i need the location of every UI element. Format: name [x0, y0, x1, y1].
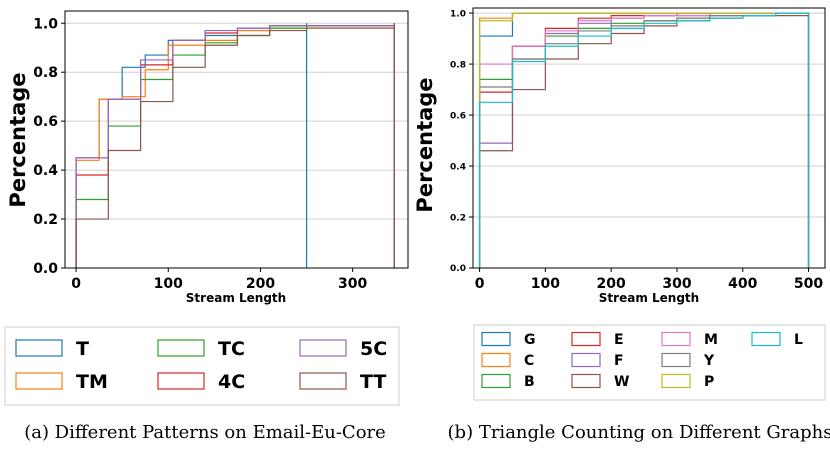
panel-b-series-y: [478, 12, 810, 268]
panel-a-y-tick-label: 0.0: [33, 261, 58, 277]
panel-b-series-e: [478, 12, 810, 268]
panel-a-series-t: [75, 23, 308, 268]
panel-b-y-axis-label: Percentage: [413, 77, 437, 212]
panel-b-legend-swatch-e: [571, 331, 601, 347]
panel-b-y-ticks: 0.0 0.2 0.4 0.6 0.8 1.0: [450, 9, 473, 274]
panel-b-legend-label: L: [794, 332, 803, 348]
panel-a-x-tick-label: 200: [246, 276, 275, 292]
panel-b-series-c: [478, 12, 810, 268]
panel-b-legend-label: C: [524, 353, 534, 369]
panel-b-x-tick-label: 500: [794, 276, 823, 292]
panel-b-caption: (b) Triangle Counting on Different Graph…: [448, 422, 830, 443]
panel-a-legend-label: TM: [76, 371, 108, 393]
panel-b-legend-swatch-y: [661, 352, 691, 368]
panel-b-series-l: [478, 12, 810, 268]
panel-a-legend-swatch-tm: [15, 372, 63, 390]
panel-a-y-tick-label: 0.8: [33, 65, 58, 81]
panel-b-grid: [473, 12, 825, 269]
panel-a-y-ticks: 0.0 0.2 0.4 0.6 0.8 1.0: [33, 16, 65, 277]
panel-b: 0.0 0.2 0.4 0.6 0.8 1.0 0 100 200 300 400 500 Perc…: [413, 7, 830, 443]
panel-b-legend-swatch-c: [481, 352, 511, 368]
panel-a-x-ticks: 0 100 200 300: [71, 268, 368, 292]
panel-a-legend-swatch-4c: [157, 372, 205, 390]
panel-a-legend-label: 5C: [360, 338, 387, 360]
panel-a-y-tick-label: 0.2: [33, 212, 58, 228]
panel-a-series: [75, 23, 395, 268]
panel-b-legend-label: E: [614, 332, 624, 348]
panel-b-legend-swatch-b: [481, 373, 511, 389]
panel-b-legend-swatch-g: [481, 331, 511, 347]
panel-a-grid: [65, 22, 408, 269]
panel-a-axes-frame: [64, 10, 409, 269]
panel-b-series-g: [478, 12, 810, 268]
panel-a-series-5c: [75, 23, 395, 268]
panel-b-series-b: [478, 12, 810, 268]
panel-b-y-tick-label: 0.2: [450, 213, 466, 223]
panel-a-y-axis-label: Percentage: [6, 72, 30, 207]
panel-a-series-tt: [75, 23, 395, 268]
panel-b-legend-swatch-m: [661, 331, 691, 347]
panel-a-y-tick-label: 1.0: [33, 16, 58, 32]
panel-b-legend-label: M: [704, 332, 718, 348]
panel-a-x-axis-label: Stream Length: [186, 291, 286, 305]
panel-a-legend-swatch-tc: [157, 339, 205, 357]
panel-a-series-tc: [75, 23, 395, 268]
panel-b-x-ticks: 0 100 200 300 400 500: [475, 268, 823, 292]
panel-b-x-tick-label: 100: [531, 276, 560, 292]
panel-a-legend-box: [4, 326, 400, 406]
panel-a-series-4c: [75, 23, 395, 268]
panel-a-legend-label: 4C: [218, 371, 245, 393]
panel-a-y-tick-label: 0.6: [33, 114, 58, 130]
panel-b-legend-label: G: [524, 332, 536, 348]
panel-b-x-tick-label: 0: [475, 276, 485, 292]
panel-b-series-f: [478, 12, 810, 268]
panel-b-legend-label: P: [704, 374, 714, 390]
panel-a-y-tick-label: 0.4: [33, 163, 58, 179]
panel-a-legend: T TM TC 4C 5C TT: [4, 326, 400, 406]
panel-b-legend-label: Y: [703, 353, 715, 369]
panel-b-legend-swatch-w: [571, 373, 601, 389]
panel-b-legend-swatch-p: [661, 373, 691, 389]
panel-a-x-tick-label: 0: [71, 276, 81, 292]
panel-b-legend-swatch-f: [571, 352, 601, 368]
panel-b-series-m: [478, 12, 810, 268]
panel-b-y-tick-label: 0.4: [450, 162, 466, 172]
panel-a-x-tick-label: 300: [338, 276, 367, 292]
panel-b-series-p: [478, 12, 810, 268]
panel-b-y-tick-label: 1.0: [450, 9, 466, 19]
panel-a-caption: (a) Different Patterns on Email-Eu-Core: [24, 422, 386, 443]
panel-b-series: [478, 12, 810, 268]
panel-b-y-tick-label: 0.0: [450, 264, 466, 274]
panel-a-legend-swatch-t: [15, 339, 63, 357]
panel-a-x-tick-label: 100: [154, 276, 183, 292]
panel-b-x-tick-label: 300: [662, 276, 691, 292]
panel-b-legend-label: W: [614, 374, 629, 390]
panel-b-y-tick-label: 0.6: [450, 111, 466, 121]
panel-a: 0.0 0.2 0.4 0.6 0.8 1.0 0 100 200 300 Percentage…: [4, 10, 409, 443]
panel-b-legend-box: [473, 324, 826, 401]
panel-a-legend-swatch-5c: [299, 339, 347, 357]
panel-b-legend-label: B: [524, 374, 535, 390]
panel-b-legend: GCB EFW MYP L: [473, 324, 826, 401]
panel-b-legend-swatch-l: [751, 331, 781, 347]
panel-a-legend-label: T: [76, 338, 89, 360]
panel-b-x-tick-label: 400: [728, 276, 757, 292]
panel-b-legend-label: F: [614, 353, 624, 369]
panel-a-legend-label: TT: [360, 371, 386, 393]
panel-b-y-tick-label: 0.8: [450, 60, 466, 70]
panel-b-x-axis-label: Stream Length: [599, 291, 699, 305]
panel-b-series-w: [478, 13, 810, 268]
panel-a-series-tm: [75, 23, 395, 268]
panel-b-x-tick-label: 200: [597, 276, 626, 292]
panel-a-legend-swatch-tt: [299, 372, 347, 390]
panel-b-axes-frame: [472, 7, 826, 269]
panel-a-legend-label: TC: [218, 338, 245, 360]
